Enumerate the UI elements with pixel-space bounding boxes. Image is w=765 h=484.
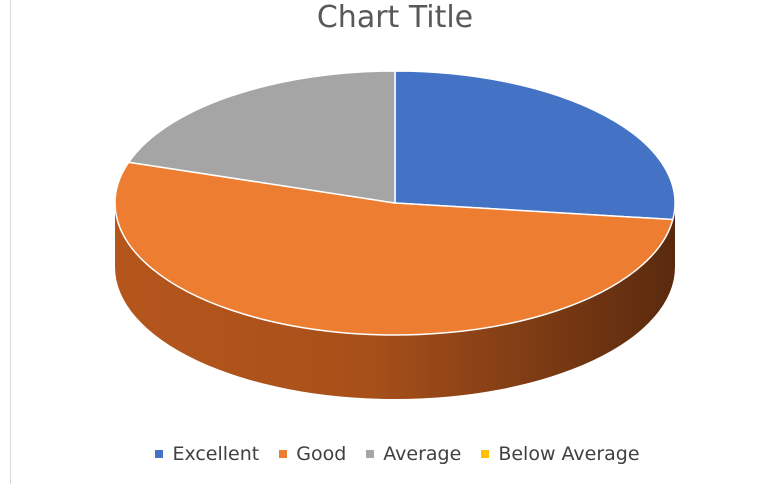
pie-slice-excellent [394, 70, 676, 221]
legend-label-below-average: Below Average [498, 443, 640, 465]
legend-swatch-below-average [481, 450, 490, 458]
legend-label-excellent: Excellent [172, 443, 260, 465]
legend-item-excellent: Excellent [155, 443, 259, 465]
legend-label-average: Average [383, 443, 462, 465]
legend-swatch-good [279, 450, 288, 458]
legend-swatch-excellent [155, 450, 164, 458]
pie-side-wall [115, 203, 675, 399]
legend: Excellent Good Average Below Average [0, 440, 765, 468]
legend-swatch-average [366, 450, 375, 458]
legend-item-good: Good [279, 443, 346, 465]
chart-title: Chart Title [316, 0, 474, 35]
legend-label-good: Good [296, 443, 347, 465]
left-border-line [10, 0, 11, 484]
legend-item-average: Average [366, 443, 461, 465]
pie-slice-average [127, 70, 396, 204]
pie-slice-good [114, 161, 674, 336]
legend-item-below-average: Below Average [481, 443, 640, 465]
